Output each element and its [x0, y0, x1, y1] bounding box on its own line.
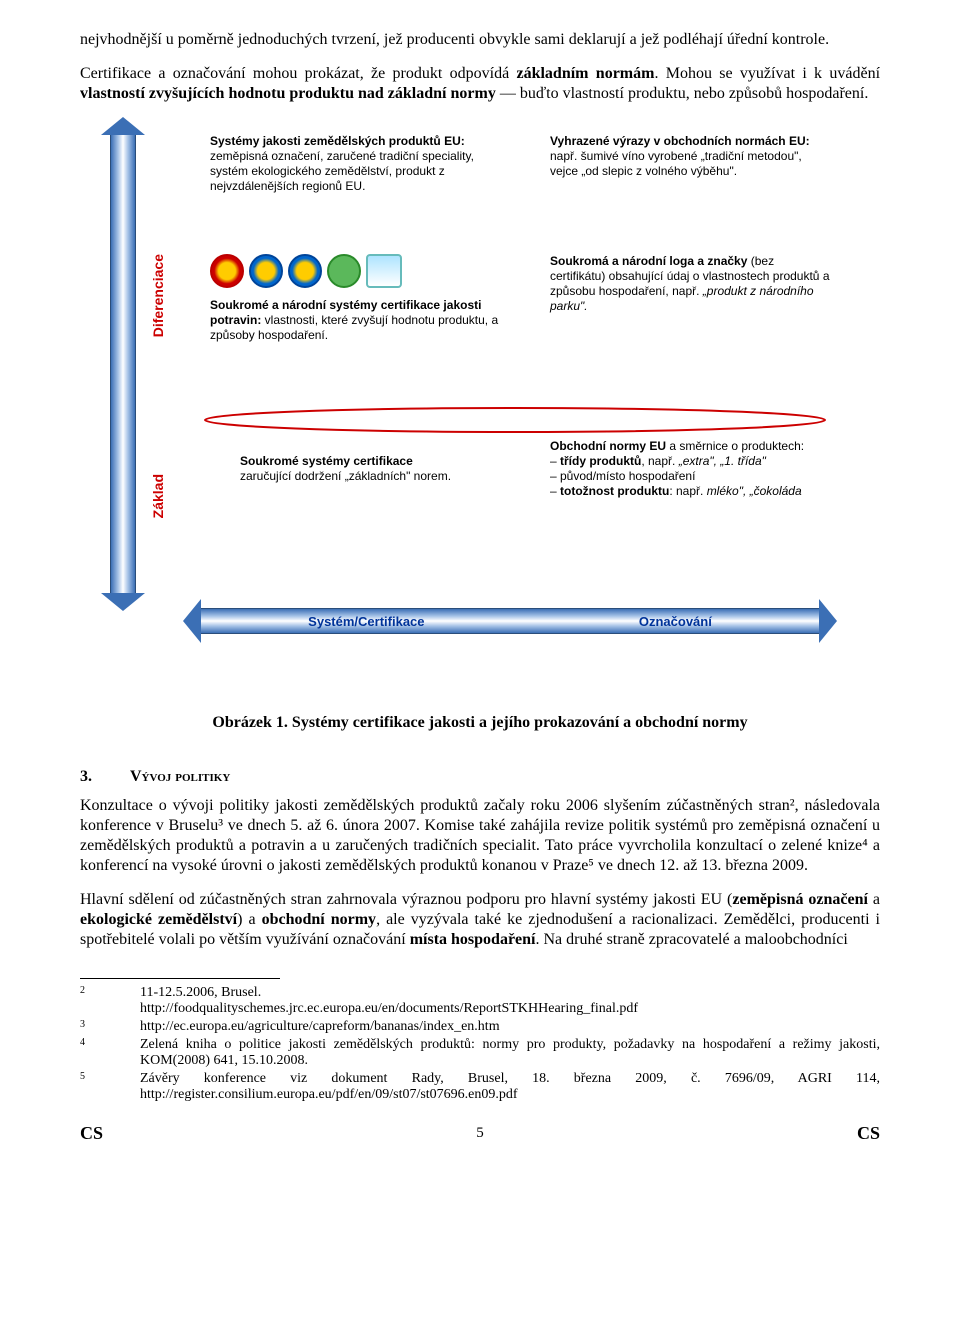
quality-diagram: Diferenciace Základ Systémy jakosti země… [110, 134, 850, 664]
footnote-4: 4 Zelená kniha o politice jakosti zemědě… [80, 1037, 880, 1069]
hlabel-left: Systém/Certifikace [308, 614, 424, 629]
c6-li3d: mléko", „čokoláda [707, 484, 802, 498]
c6-t1: a směrnice o produktech: [666, 439, 804, 453]
footnotes: 2 11-12.5.2006, Brusel. http://foodquali… [80, 985, 880, 1103]
footnote-5: 5 Závěry konference viz dokument Rady, B… [80, 1071, 880, 1103]
page-footer: CS 5 CS [80, 1123, 880, 1144]
p2-a: Certifikace a označování mohou prokázat,… [80, 65, 516, 82]
footnote-3: 3 http://ec.europa.eu/agriculture/capref… [80, 1019, 880, 1035]
c6-li1a: – [550, 454, 560, 468]
figure-caption: Obrázek 1. Systémy certifikace jakosti a… [80, 714, 880, 732]
section-3-heading: 3.Vývoj politiky [80, 768, 880, 786]
cert-badges [210, 254, 510, 288]
footnotes-separator [80, 978, 280, 979]
cell-reserved-terms: Vyhrazené výrazy v obchodních normách EU… [550, 134, 830, 179]
p2-d: vlastností zvyšujících hodnotu produktu … [80, 85, 496, 102]
c5-text: zaručující dodržení „základních" norem. [240, 469, 451, 483]
p2-b: základním normám [516, 65, 654, 82]
p4-h: místa hospodaření [410, 931, 536, 948]
c5-bold: Soukromé systémy certifikace [240, 454, 413, 468]
cell-eu-systems: Systémy jakosti zemědělských produktů EU… [210, 134, 510, 194]
pgi-badge-icon [249, 254, 283, 288]
hlabel-right: Označování [639, 614, 712, 629]
horizontal-arrow: Systém/Certifikace Označování [200, 608, 820, 634]
p2-c: . Mohou se využívat i k uvádění [654, 65, 880, 82]
fn3-text: http://ec.europa.eu/agriculture/caprefor… [140, 1019, 880, 1035]
c4-bold: Soukromá a národní loga a značky [550, 254, 747, 268]
lang-left: CS [80, 1123, 103, 1144]
c6-li3a: – [550, 484, 560, 498]
cell-private-baseline: Soukromé systémy certifikace zaručující … [240, 454, 460, 484]
footnote-2: 2 11-12.5.2006, Brusel. http://foodquali… [80, 985, 880, 1017]
paragraph-1: nejvhodnější u poměrně jednoduchých tvrz… [80, 30, 880, 50]
paragraph-2: Certifikace a označování mohou prokázat,… [80, 64, 880, 104]
p4-a: Hlavní sdělení od zúčastněných stran zah… [80, 891, 732, 908]
outermost-badge-icon [366, 254, 402, 288]
fn2-b: http://foodqualityschemes.jrc.ec.europa.… [140, 1001, 638, 1016]
fn5-text: Závěry konference viz dokument Rady, Bru… [140, 1071, 880, 1103]
c2-bold: Vyhrazené výrazy v obchodních normách EU… [550, 134, 810, 148]
p4-d: ekologické zemědělství [80, 911, 237, 928]
sec3-num: 3. [80, 768, 130, 786]
p4-e: ) a [237, 911, 261, 928]
p4-c: a [868, 891, 880, 908]
c6-li1b: třídy produktů [560, 454, 641, 468]
c1-bold: Systémy jakosti zemědělských produktů EU… [210, 134, 465, 148]
sec3-title: Vývoj politiky [130, 768, 230, 785]
fn3-mark: 3 [80, 1019, 140, 1030]
p4-b: zeměpisná označení [732, 891, 868, 908]
pdo-badge-icon [210, 254, 244, 288]
paragraph-4: Hlavní sdělení od zúčastněných stran zah… [80, 890, 880, 950]
c6-li1d: „extra", „1. třída" [679, 454, 766, 468]
vlabel-zaklad: Základ [150, 474, 166, 518]
c6-li3b: totožnost produktu [560, 484, 669, 498]
fn2-a: 11-12.5.2006, Brusel. [140, 985, 261, 1000]
cell-private-cert: Soukromé a národní systémy certifikace j… [210, 254, 510, 343]
c6-li1c: , např. [641, 454, 678, 468]
c6-li3c: : např. [669, 484, 706, 498]
tsg-badge-icon [288, 254, 322, 288]
fn2-mark: 2 [80, 985, 140, 996]
organic-badge-icon [327, 254, 361, 288]
fn4-text: Zelená kniha o politice jakosti zeměděls… [140, 1037, 880, 1069]
c2-text: např. šumivé víno vyrobené „tradiční met… [550, 149, 802, 178]
c6-li2: – původ/místo hospodaření [550, 469, 830, 484]
fn5-mark: 5 [80, 1071, 140, 1082]
cell-private-logos: Soukromá a národní loga a značky (bez ce… [550, 254, 830, 314]
p2-e: — buďto vlastností produktu, nebo způsob… [496, 85, 869, 102]
page-number: 5 [476, 1125, 484, 1142]
vertical-arrow [110, 134, 136, 594]
cell-trade-norms: Obchodní normy EU a směrnice o produktec… [550, 439, 830, 499]
p4-i: . Na druhé straně zpracovatelé a maloobc… [535, 931, 847, 948]
red-ellipse-divider [200, 404, 830, 436]
fn4-mark: 4 [80, 1037, 140, 1048]
lang-right: CS [857, 1123, 880, 1144]
c6-b1: Obchodní normy EU [550, 439, 666, 453]
c1-text: zeměpisná označení, zaručené tradiční sp… [210, 149, 474, 193]
p4-f: obchodní normy [262, 911, 377, 928]
vlabel-diferenciace: Diferenciace [150, 254, 166, 337]
paragraph-3: Konzultace o vývoji politiky jakosti zem… [80, 796, 880, 876]
